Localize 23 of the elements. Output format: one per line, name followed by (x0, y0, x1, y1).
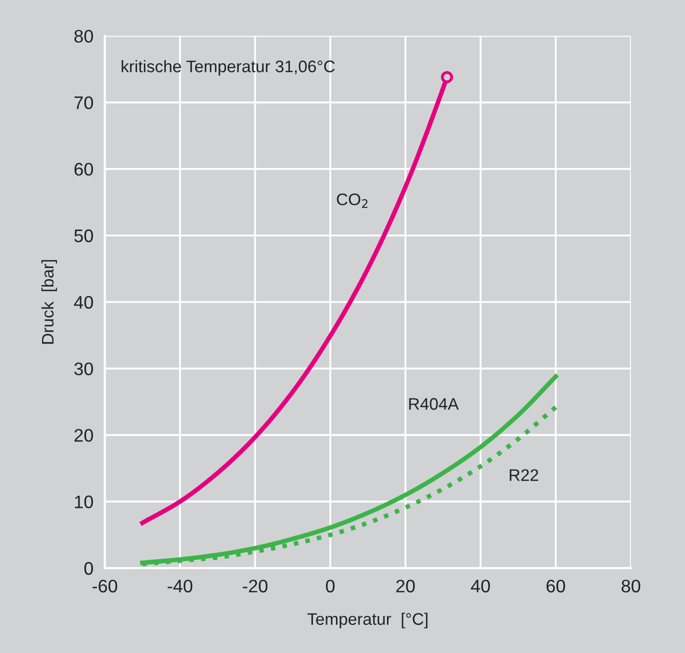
y-tick-label: 40 (74, 296, 93, 309)
x-axis-title: Temperatur [°C] (307, 612, 428, 628)
y-tick-label: 70 (74, 96, 93, 110)
y-axis-title: Druck [bar] (41, 260, 57, 344)
y-tick-label: 10 (74, 496, 93, 508)
x-tick-label: 20 (396, 580, 415, 592)
x-tick-label: 0 (326, 580, 335, 592)
x-tick-label: 40 (470, 580, 490, 592)
y-tick-label: 30 (74, 362, 93, 376)
y-tick-label: 0 (84, 562, 93, 575)
x-tick-label: -40 (168, 580, 192, 592)
y-tick-label: 50 (74, 229, 93, 242)
x-tick-label: 80 (622, 580, 640, 592)
x-tick-label: -60 (92, 580, 118, 592)
series-label: CO$_{2}$ (336, 193, 368, 208)
y-tick-label: 80 (74, 30, 93, 43)
x-tick-label: -20 (242, 580, 268, 592)
y-tick-label: 60 (74, 162, 93, 176)
text: R404A (409, 398, 459, 410)
x-tick-label: 60 (546, 580, 566, 592)
annotation: kritische Temperatur 31,06°C (122, 60, 335, 76)
series-label: R22 (510, 469, 538, 481)
y-tick-label: 20 (74, 428, 93, 442)
